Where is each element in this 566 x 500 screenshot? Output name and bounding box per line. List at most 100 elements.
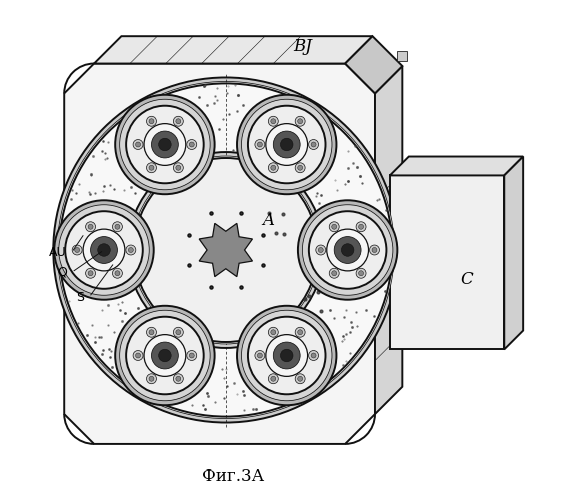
Circle shape [176, 330, 181, 334]
Circle shape [149, 119, 154, 124]
Circle shape [271, 119, 276, 124]
Circle shape [268, 163, 278, 172]
Circle shape [302, 205, 393, 295]
Circle shape [258, 142, 263, 147]
Circle shape [88, 271, 93, 276]
Circle shape [176, 119, 181, 124]
Polygon shape [375, 66, 402, 414]
Circle shape [147, 374, 156, 384]
Circle shape [329, 268, 339, 278]
Circle shape [85, 222, 96, 232]
Circle shape [266, 124, 307, 166]
Circle shape [152, 342, 178, 369]
Circle shape [88, 224, 93, 229]
Text: Q: Q [57, 266, 67, 279]
Polygon shape [345, 36, 402, 94]
Circle shape [176, 376, 181, 381]
Circle shape [268, 116, 278, 126]
Circle shape [115, 224, 120, 229]
Circle shape [126, 106, 204, 184]
Circle shape [54, 200, 154, 300]
Circle shape [281, 138, 293, 151]
Circle shape [271, 330, 276, 334]
Circle shape [133, 350, 143, 360]
Circle shape [128, 248, 134, 252]
Circle shape [187, 350, 197, 360]
Circle shape [119, 310, 210, 400]
Circle shape [189, 142, 194, 147]
Circle shape [271, 376, 276, 381]
Circle shape [372, 248, 377, 252]
Circle shape [136, 142, 140, 147]
Circle shape [152, 131, 178, 158]
Circle shape [311, 353, 316, 358]
Text: C: C [461, 272, 473, 288]
Circle shape [144, 334, 186, 376]
Circle shape [248, 316, 325, 394]
Polygon shape [397, 51, 408, 61]
Circle shape [173, 374, 183, 384]
Circle shape [126, 245, 136, 255]
Circle shape [237, 306, 336, 405]
Circle shape [158, 349, 171, 362]
Circle shape [126, 316, 204, 394]
Circle shape [308, 140, 319, 149]
Circle shape [149, 330, 154, 334]
Circle shape [173, 163, 183, 172]
Circle shape [295, 116, 305, 126]
Circle shape [332, 224, 337, 229]
Circle shape [119, 100, 210, 190]
Circle shape [334, 236, 361, 264]
Circle shape [113, 222, 122, 232]
Circle shape [91, 236, 117, 264]
Circle shape [133, 140, 143, 149]
Circle shape [273, 342, 300, 369]
Circle shape [53, 78, 398, 422]
Circle shape [356, 222, 366, 232]
Circle shape [327, 229, 368, 271]
Circle shape [136, 353, 140, 358]
Circle shape [149, 166, 154, 170]
Circle shape [189, 353, 194, 358]
Circle shape [128, 152, 324, 348]
Circle shape [158, 138, 171, 151]
Circle shape [72, 245, 82, 255]
Circle shape [298, 200, 397, 300]
Circle shape [59, 205, 149, 295]
Polygon shape [94, 36, 372, 64]
Circle shape [316, 245, 326, 255]
Circle shape [356, 268, 366, 278]
Circle shape [268, 374, 278, 384]
Circle shape [115, 95, 215, 194]
Circle shape [311, 142, 316, 147]
Circle shape [65, 211, 143, 289]
Text: Фиг.3А: Фиг.3А [202, 468, 264, 484]
Text: BJ: BJ [293, 38, 312, 54]
Circle shape [85, 268, 96, 278]
Circle shape [147, 116, 156, 126]
Circle shape [255, 140, 265, 149]
Polygon shape [199, 224, 252, 276]
Circle shape [359, 271, 363, 276]
Circle shape [134, 158, 318, 342]
Circle shape [281, 349, 293, 362]
Circle shape [266, 334, 307, 376]
Polygon shape [390, 156, 523, 176]
Circle shape [149, 376, 154, 381]
Circle shape [255, 350, 265, 360]
Circle shape [258, 353, 263, 358]
Circle shape [147, 163, 156, 172]
Text: A: A [262, 212, 274, 228]
Circle shape [271, 166, 276, 170]
Circle shape [332, 271, 337, 276]
Text: S: S [76, 290, 84, 304]
Circle shape [308, 350, 319, 360]
Circle shape [59, 84, 392, 416]
Circle shape [295, 163, 305, 172]
Circle shape [187, 140, 197, 149]
Polygon shape [64, 64, 375, 444]
Circle shape [115, 306, 215, 405]
Circle shape [173, 116, 183, 126]
Circle shape [176, 166, 181, 170]
Polygon shape [504, 156, 523, 350]
